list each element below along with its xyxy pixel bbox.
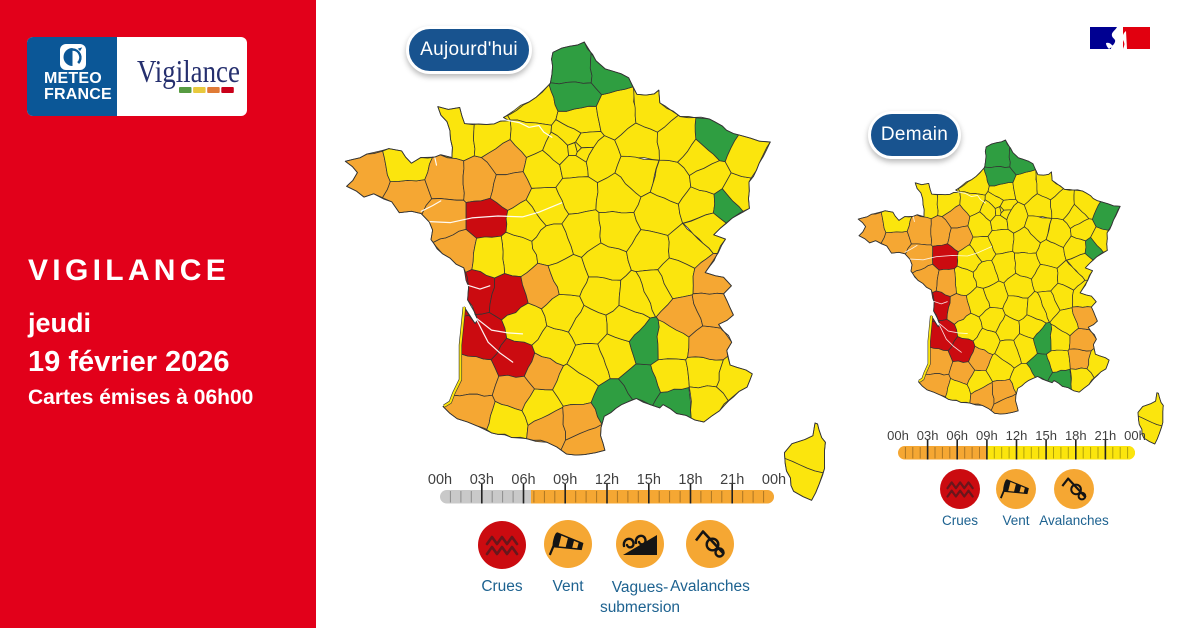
svg-text:00h: 00h (887, 428, 909, 443)
svg-text:21h: 21h (720, 472, 744, 488)
svg-text:15h: 15h (637, 472, 661, 488)
svg-text:03h: 03h (470, 472, 494, 488)
svg-text:18h: 18h (1065, 428, 1087, 443)
svg-text:00h: 00h (428, 472, 452, 488)
svg-text:00h: 00h (762, 472, 786, 488)
svg-text:18h: 18h (678, 472, 702, 488)
svg-text:06h: 06h (511, 472, 535, 488)
svg-text:06h: 06h (946, 428, 968, 443)
svg-text:03h: 03h (917, 428, 939, 443)
svg-text:09h: 09h (553, 472, 577, 488)
svg-text:15h: 15h (1035, 428, 1057, 443)
svg-text:21h: 21h (1095, 428, 1117, 443)
svg-text:12h: 12h (1006, 428, 1028, 443)
svg-text:12h: 12h (595, 472, 619, 488)
svg-text:00h: 00h (1124, 428, 1146, 443)
svg-text:09h: 09h (976, 428, 998, 443)
